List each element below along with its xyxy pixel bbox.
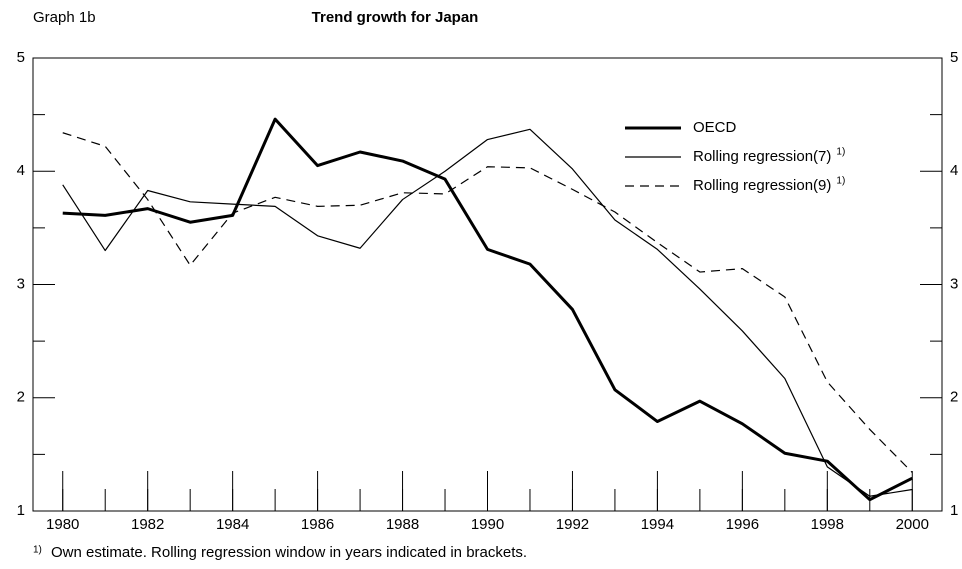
x-tick-label: 2000 — [896, 516, 929, 533]
footnote-marker: 1) — [33, 545, 42, 556]
legend-note: 1) — [836, 147, 845, 158]
x-tick-label: 1990 — [471, 516, 504, 533]
y-tick-label: 3 — [17, 275, 25, 292]
y-tick-label: 5 — [17, 49, 25, 66]
y-tick-label: 4 — [17, 162, 25, 179]
x-tick-label: 1988 — [386, 516, 419, 533]
y-tick-label: 2 — [17, 389, 25, 406]
footnote: Own estimate. Rolling regression window … — [51, 544, 527, 561]
x-tick-label: 1982 — [131, 516, 164, 533]
x-tick-label: 1998 — [811, 516, 844, 533]
legend-label: OECD — [693, 119, 737, 136]
y2-tick-label: 3 — [950, 275, 958, 292]
legend-label: Rolling regression(7) — [693, 148, 831, 165]
y2-tick-label: 2 — [950, 389, 958, 406]
chart-title: Trend growth for Japan — [312, 9, 479, 26]
series-line — [62, 132, 913, 473]
x-tick-label: 1996 — [726, 516, 759, 533]
series-line — [62, 117, 913, 502]
y2-tick-label: 4 — [950, 162, 958, 179]
x-tick-label: 1980 — [46, 516, 79, 533]
x-tick-label: 1984 — [216, 516, 249, 533]
legend-label: Rolling regression(9) — [693, 177, 831, 194]
y2-tick-label: 1 — [950, 502, 958, 519]
series-line — [62, 128, 913, 497]
y-tick-label: 1 — [17, 502, 25, 519]
x-tick-label: 1994 — [641, 516, 674, 533]
x-tick-label: 1986 — [301, 516, 334, 533]
plot-frame — [32, 57, 943, 512]
legend-note: 1) — [836, 176, 845, 187]
y2-tick-label: 5 — [950, 49, 958, 66]
x-tick-label: 1992 — [556, 516, 589, 533]
graph-label: Graph 1b — [33, 9, 96, 26]
